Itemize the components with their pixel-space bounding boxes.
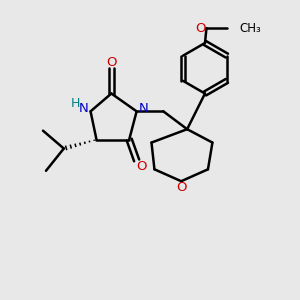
Text: N: N xyxy=(79,103,89,116)
Text: O: O xyxy=(107,56,117,69)
Text: O: O xyxy=(136,160,146,173)
Text: O: O xyxy=(176,181,187,194)
Text: H: H xyxy=(70,97,80,110)
Text: O: O xyxy=(195,22,206,34)
Text: CH₃: CH₃ xyxy=(240,22,262,34)
Text: N: N xyxy=(138,103,148,116)
